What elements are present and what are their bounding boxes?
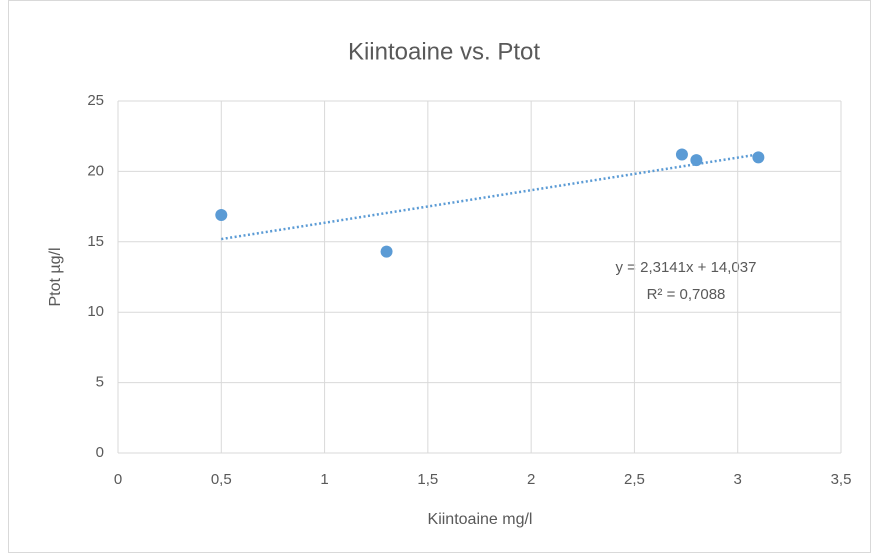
x-tick-label: 3: [734, 471, 742, 488]
x-tick-label: 0,5: [211, 471, 232, 488]
trend-equation: y = 2,3141x + 14,037: [616, 259, 757, 276]
x-tick-label: 3,5: [831, 471, 852, 488]
y-tick-label: 15: [87, 233, 104, 250]
y-axis-label: Ptot µg/l: [47, 247, 64, 306]
point: [675, 148, 688, 161]
point: [752, 151, 765, 164]
point: [215, 209, 228, 222]
x-tick-label: 2: [527, 471, 535, 488]
x-tick-label: 0: [114, 471, 122, 488]
y-tick-label: 0: [96, 444, 104, 461]
x-tick-label: 1,5: [417, 471, 438, 488]
y-tick-label: 25: [87, 92, 104, 109]
y-tick-label: 10: [87, 303, 104, 320]
point: [690, 154, 703, 167]
chart-title: Kiintoaine vs. Ptot: [348, 38, 540, 65]
y-tick-label: 5: [96, 374, 104, 391]
chart-frame: [8, 0, 871, 553]
x-tick-label: 1: [320, 471, 328, 488]
x-axis-label: Kiintoaine mg/l: [428, 511, 533, 528]
x-tick-label: 2,5: [624, 471, 645, 488]
y-tick-label: 20: [87, 162, 104, 179]
trendline: [221, 153, 759, 241]
trend-r2: R² = 0,7088: [647, 286, 726, 303]
point: [380, 245, 393, 258]
